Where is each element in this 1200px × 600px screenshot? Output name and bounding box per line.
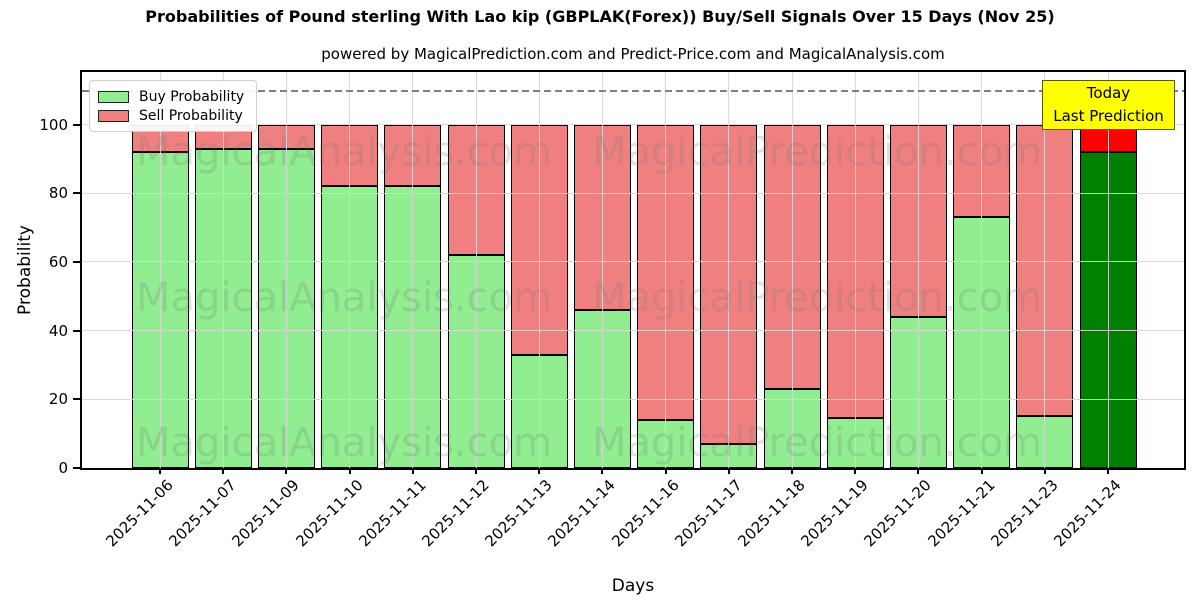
bar-sell-segment xyxy=(573,124,631,311)
legend-label-buy: Buy Probability xyxy=(139,88,245,105)
bar-sell-segment xyxy=(700,124,758,444)
bar-buy-segment xyxy=(700,443,758,468)
bar-buy-segment xyxy=(447,255,505,468)
x-tick-mark xyxy=(1043,468,1046,474)
bar-sell-segment xyxy=(321,124,379,187)
y-tick-label: 60 xyxy=(48,252,68,271)
bar-sell-segment xyxy=(257,124,315,149)
buy-probability-swatch xyxy=(98,90,129,103)
today-annotation: Today Last Prediction xyxy=(1042,80,1175,130)
x-tick-mark xyxy=(222,468,225,474)
bar-buy-segment xyxy=(1016,416,1074,468)
bar-buy-segment xyxy=(889,316,947,468)
legend-row-buy: Buy Probability xyxy=(98,87,248,106)
bar-sell-segment xyxy=(826,124,884,419)
bar-sell-segment xyxy=(763,124,821,390)
x-tick-mark xyxy=(601,468,604,474)
x-tick-mark xyxy=(538,468,541,474)
bar-buy-segment xyxy=(131,152,189,468)
bar-sell-segment xyxy=(889,124,947,317)
bar-buy-segment xyxy=(573,310,631,468)
y-tick-mark xyxy=(73,467,80,469)
bar-buy-segment xyxy=(510,354,568,468)
today-annotation-line1: Today xyxy=(1086,84,1131,102)
bar-sell-segment xyxy=(384,124,442,187)
bar-buy-segment xyxy=(763,389,821,468)
y-tick-label: 80 xyxy=(48,184,68,203)
bar-buy-segment xyxy=(194,148,252,468)
y-tick-mark xyxy=(73,123,80,126)
bar-sell-segment xyxy=(1016,124,1074,417)
x-tick-mark xyxy=(854,468,857,474)
plot-area: Buy Probability Sell Probability Today L… xyxy=(80,70,1186,470)
bar-sell-segment xyxy=(953,124,1011,218)
chart-title: Probabilities of Pound sterling With Lao… xyxy=(145,7,1055,26)
legend-row-sell: Sell Probability xyxy=(98,106,248,125)
x-tick-mark xyxy=(348,468,351,474)
bar-buy-segment xyxy=(953,217,1011,468)
y-tick-mark xyxy=(73,329,80,332)
y-tick-label: 40 xyxy=(48,321,68,340)
sell-probability-swatch xyxy=(98,109,129,122)
x-tick-mark xyxy=(727,468,730,474)
bar-buy-segment xyxy=(384,186,442,468)
bar-buy-segment xyxy=(257,148,315,468)
y-tick-label: 100 xyxy=(39,115,68,134)
today-annotation-line2: Last Prediction xyxy=(1053,107,1164,125)
legend: Buy Probability Sell Probability xyxy=(89,80,257,132)
bar-buy-segment-today xyxy=(1079,152,1137,468)
x-tick-mark xyxy=(285,468,288,474)
x-tick-mark xyxy=(475,468,477,474)
bar-buy-segment xyxy=(637,419,695,468)
bar-sell-segment xyxy=(637,124,695,420)
bar-buy-segment xyxy=(321,186,379,468)
y-tick-mark xyxy=(73,260,80,263)
chart-subtitle: powered by MagicalPrediction.com and Pre… xyxy=(321,45,945,63)
y-tick-label: 20 xyxy=(48,390,68,409)
x-tick-mark xyxy=(980,468,983,474)
x-tick-mark xyxy=(411,468,414,474)
x-axis-label: Days xyxy=(611,576,655,596)
y-tick-label: 0 xyxy=(58,459,68,477)
legend-label-sell: Sell Probability xyxy=(139,107,243,124)
x-tick-mark xyxy=(791,468,793,474)
bar-sell-segment xyxy=(447,124,505,256)
x-tick-mark xyxy=(664,468,667,474)
bar-sell-segment xyxy=(510,124,568,355)
y-tick-mark xyxy=(73,192,80,195)
bar-buy-segment xyxy=(826,418,884,468)
x-tick-mark xyxy=(159,468,161,474)
x-tick-mark xyxy=(1107,468,1109,474)
y-tick-mark xyxy=(73,398,80,401)
x-tick-mark xyxy=(917,468,920,474)
